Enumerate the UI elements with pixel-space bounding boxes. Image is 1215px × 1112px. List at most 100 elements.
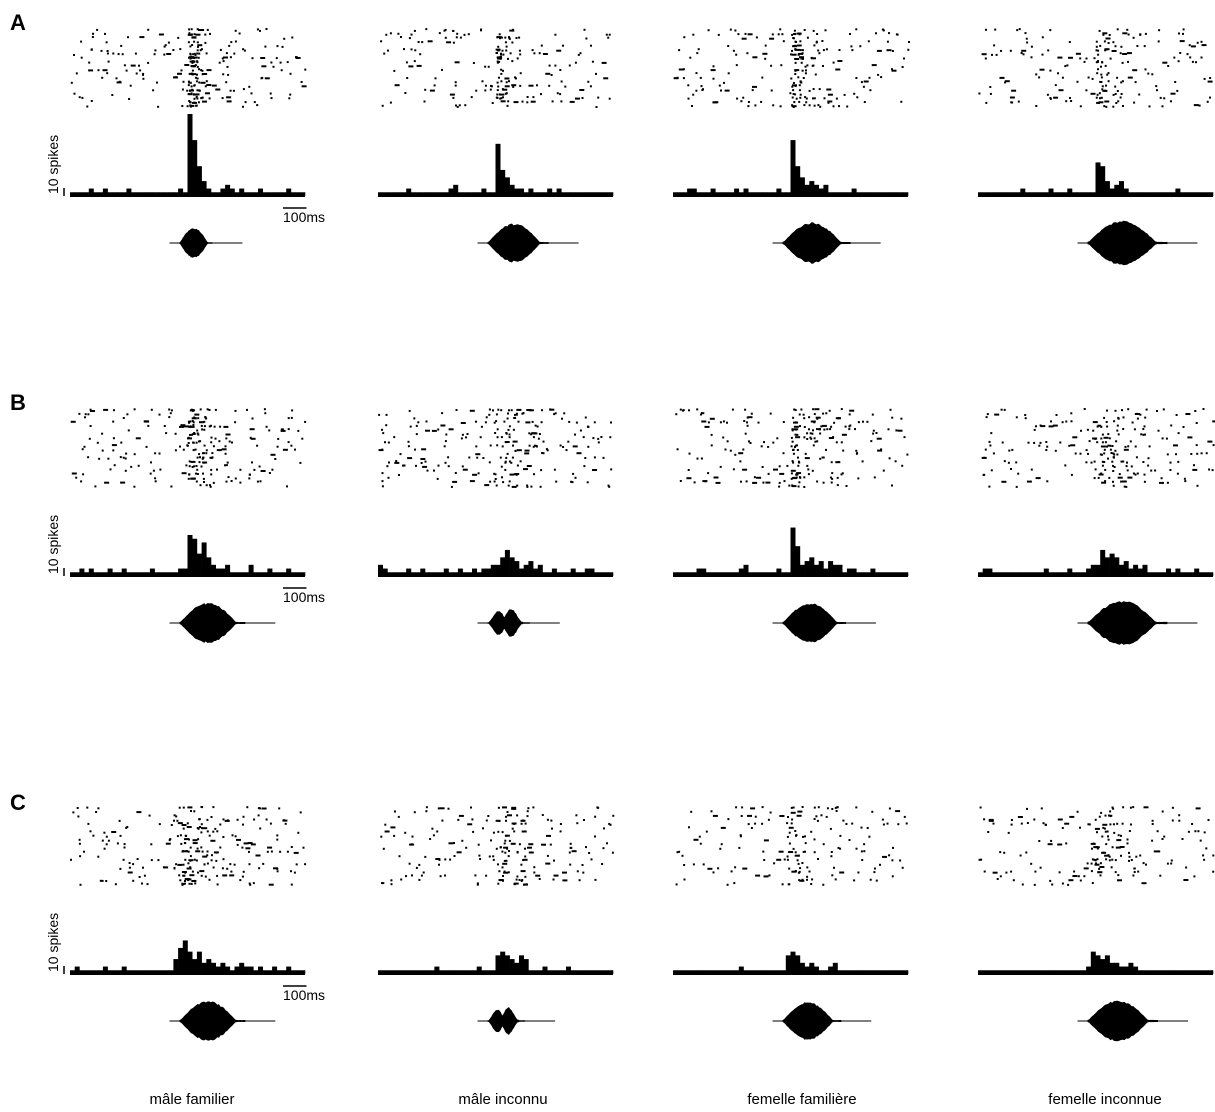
raster-spike xyxy=(794,854,800,857)
raster-spike xyxy=(429,89,435,92)
raster-spike xyxy=(504,460,507,463)
raster-spike xyxy=(134,52,137,55)
raster-spike xyxy=(798,84,801,87)
raster-spike xyxy=(1129,806,1132,809)
raster-spike xyxy=(1154,469,1157,472)
psth-bar xyxy=(1109,962,1115,974)
psth-bar xyxy=(439,970,445,974)
raster-spike xyxy=(1109,810,1112,813)
raster-spike xyxy=(699,842,702,845)
raster-spike xyxy=(1142,433,1145,436)
raster-spike xyxy=(206,28,209,31)
raster-spike xyxy=(763,859,766,861)
raster-spike xyxy=(737,33,740,36)
raster-spike xyxy=(1052,424,1058,427)
raster-spike xyxy=(189,420,192,423)
raster-spike xyxy=(511,456,514,459)
psth-bar xyxy=(691,188,697,196)
raster-spike xyxy=(582,871,585,874)
raster-spike xyxy=(136,858,139,860)
raster-spike xyxy=(1024,32,1027,35)
raster-spike xyxy=(422,465,428,468)
raster-spike xyxy=(229,874,235,877)
raster-spike xyxy=(506,811,509,813)
psth-bar xyxy=(748,572,754,576)
raster-spike xyxy=(601,863,604,865)
raster-spike xyxy=(993,44,996,47)
raster-spike xyxy=(458,814,464,817)
raster-spike xyxy=(798,413,801,416)
raster-spike xyxy=(988,819,994,822)
psth-bar xyxy=(462,572,468,576)
psth-bar xyxy=(135,572,141,576)
raster-spike xyxy=(500,100,506,103)
raster-spike xyxy=(822,883,825,886)
psth-bar xyxy=(201,181,207,196)
raster-spike xyxy=(184,871,187,874)
raster-spike xyxy=(1010,870,1013,873)
raster-spike xyxy=(192,61,195,63)
raster-spike xyxy=(182,806,185,809)
psth-bar xyxy=(978,192,983,196)
raster-spike xyxy=(782,421,785,423)
raster-spike xyxy=(497,882,500,885)
raster-spike xyxy=(742,448,745,451)
raster-spike xyxy=(387,49,389,52)
raster-spike xyxy=(212,481,215,484)
psth-bar xyxy=(448,572,454,576)
condition-label: mâle familier xyxy=(149,1091,234,1108)
raster-spike xyxy=(199,456,201,459)
raster-spike xyxy=(793,33,796,36)
psth-bar xyxy=(729,970,735,974)
psth-bar xyxy=(1043,568,1049,576)
psth-bar xyxy=(131,192,137,196)
psth-bar xyxy=(84,970,90,974)
raster-spike xyxy=(454,84,457,87)
psth-bar xyxy=(1119,966,1124,974)
raster-spike xyxy=(198,461,201,464)
stimulus-waveform xyxy=(1077,601,1198,645)
raster-spike xyxy=(586,481,589,484)
psth-bar xyxy=(682,970,688,974)
raster-spike xyxy=(270,453,276,456)
raster-spike xyxy=(891,859,894,862)
raster-spike xyxy=(189,53,192,56)
raster-spike xyxy=(499,846,502,849)
raster-spike xyxy=(142,77,145,80)
raster-spike xyxy=(603,827,605,830)
raster-spike xyxy=(402,464,404,467)
raster-spike xyxy=(101,76,104,79)
raster-spike xyxy=(1108,859,1111,862)
psth-bar xyxy=(790,140,796,196)
raster-spike xyxy=(226,867,229,870)
raster-spike xyxy=(488,408,491,411)
raster-spike xyxy=(1097,53,1100,56)
raster-spike xyxy=(741,37,747,40)
raster-spike xyxy=(511,827,514,830)
raster-spike xyxy=(692,863,695,866)
raster-spike xyxy=(87,822,90,825)
raster-spike xyxy=(195,76,197,79)
raster-spike xyxy=(1143,806,1149,809)
raster-spike xyxy=(803,29,806,31)
raster-spike xyxy=(795,436,801,439)
raster-spike xyxy=(800,408,803,411)
psth-bar xyxy=(832,192,838,196)
waveform-envelope xyxy=(487,223,549,263)
raster-spike xyxy=(707,867,713,870)
raster-spike xyxy=(1059,441,1062,444)
psth-bar xyxy=(710,970,716,974)
raster-spike xyxy=(1114,859,1117,862)
psth-bar xyxy=(495,143,501,196)
raster-spike xyxy=(450,485,453,488)
psth-bar xyxy=(1170,192,1176,196)
psth-bar xyxy=(88,188,94,196)
raster-spike xyxy=(807,473,810,476)
raster-spike xyxy=(794,58,800,60)
psth-bar xyxy=(406,188,412,196)
raster-spike xyxy=(219,48,222,51)
raster-spike xyxy=(1100,811,1103,814)
raster-spike xyxy=(761,466,764,468)
raster-spike xyxy=(871,413,874,416)
psth-bar xyxy=(743,564,749,576)
